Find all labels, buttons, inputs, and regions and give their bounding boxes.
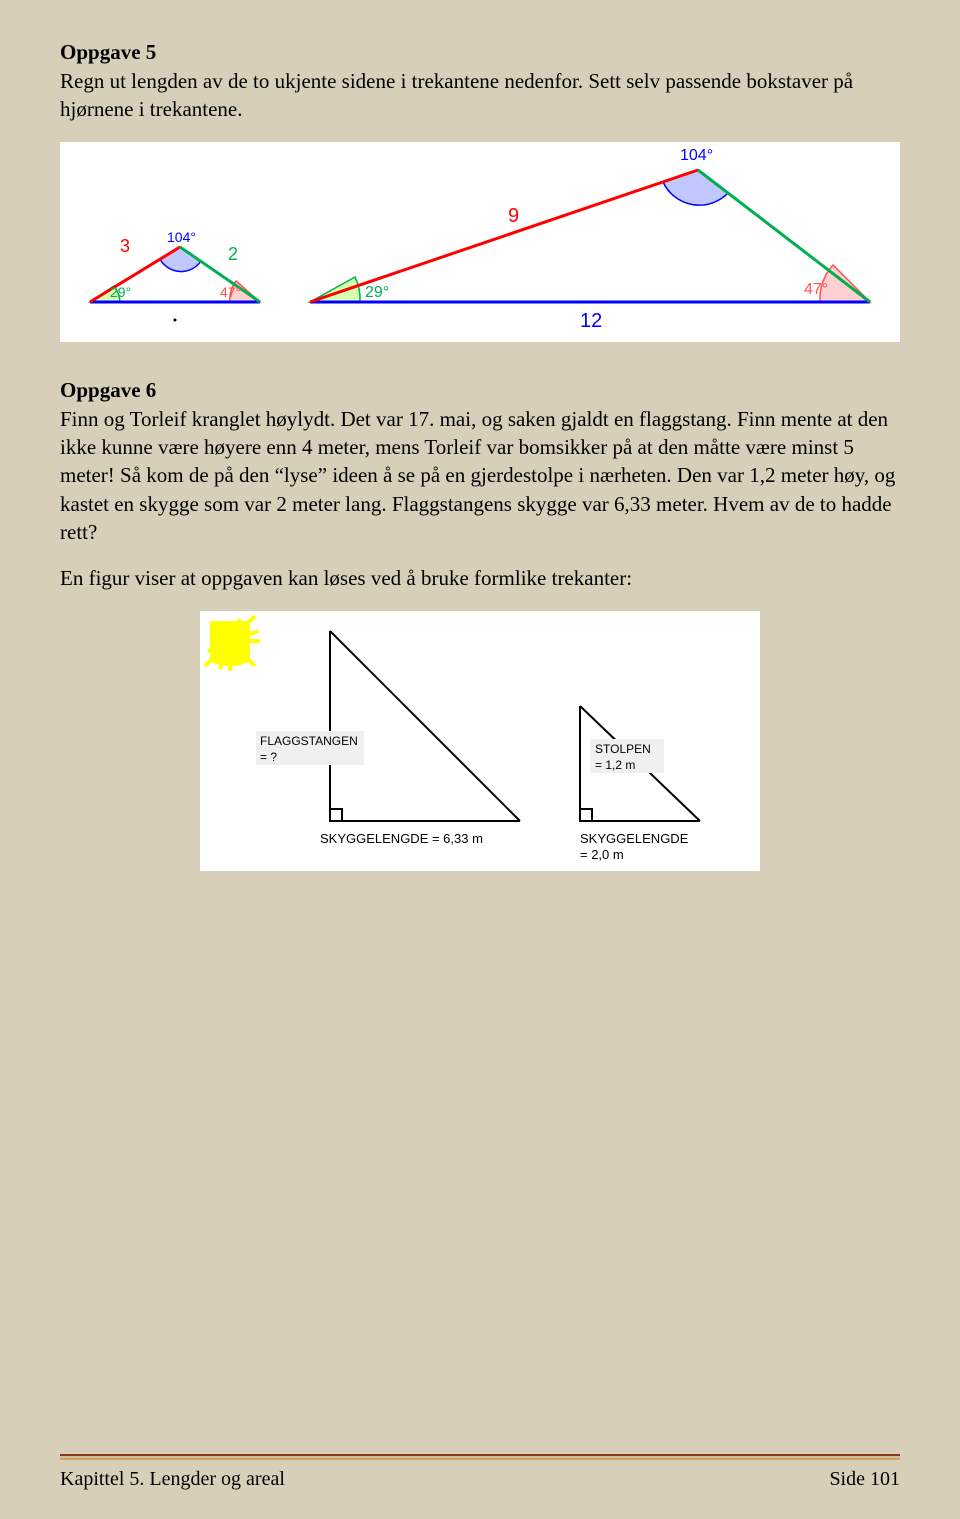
- large-base-label: 12: [580, 310, 602, 332]
- flag-shadow-label: SKYGGELENGDE = 6,33 m: [320, 831, 483, 846]
- small-angle-right: 47°: [220, 284, 241, 300]
- task5-heading: Oppgave 5: [60, 40, 900, 65]
- flag-q: = ?: [260, 750, 277, 764]
- pole-h: = 1,2 m: [595, 758, 635, 772]
- footer-divider: [60, 1454, 900, 1460]
- large-angle-right: 47°: [804, 281, 828, 298]
- triangles-figure: 3 2 29° 104° 47° 9 12 29° 104° 47°: [60, 142, 900, 342]
- pole-shadow-label2: = 2,0 m: [580, 847, 624, 862]
- small-angle-top: 104°: [167, 229, 196, 245]
- small-angle-left: 29°: [110, 284, 131, 300]
- flag-label: FLAGGSTANGEN: [260, 734, 358, 748]
- pole-label: STOLPEN: [595, 742, 651, 756]
- large-angle-top: 104°: [680, 147, 713, 164]
- large-side-top-label: 9: [508, 205, 519, 227]
- small-side-right-label: 2: [228, 244, 238, 264]
- footer-right: Side 101: [829, 1468, 900, 1491]
- page-footer: Kapittel 5. Lengder og areal Side 101: [60, 1454, 900, 1491]
- task6-heading: Oppgave 6: [60, 378, 900, 403]
- task5-text: Regn ut lengden av de to ukjente sidene …: [60, 67, 900, 124]
- task6-caption: En figur viser at oppgaven kan løses ved…: [60, 564, 900, 592]
- task6-text: Finn og Torleif kranglet høylydt. Det va…: [60, 405, 900, 547]
- shadow-figure: FLAGGSTANGEN = ? SKYGGELENGDE = 6,33 m S…: [200, 611, 760, 871]
- small-side-left-label: 3: [120, 236, 130, 256]
- footer-left: Kapittel 5. Lengder og areal: [60, 1468, 285, 1491]
- pole-shadow-label1: SKYGGELENGDE: [580, 831, 689, 846]
- sun-icon: [205, 616, 260, 671]
- large-angle-left: 29°: [365, 284, 389, 301]
